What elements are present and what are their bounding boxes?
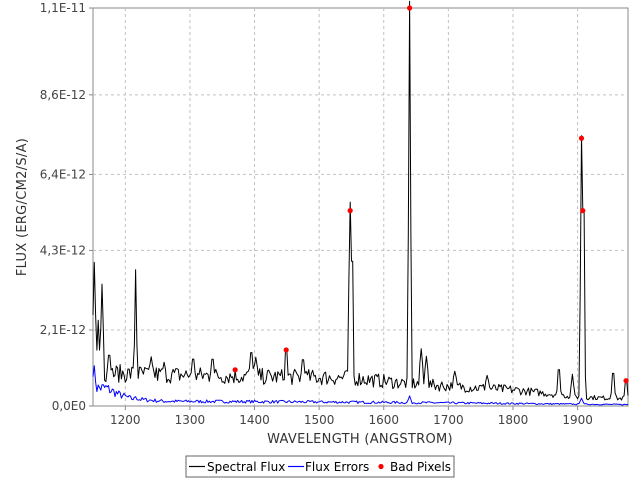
flux-errors-series [92,365,629,406]
legend: Spectral Flux Flux Errors Bad Pixels [185,455,455,478]
bad-pixel-point [623,378,629,384]
x-tick-label: 1700 [433,413,464,427]
y-tick-label: 4,3E-12 [40,243,86,257]
legend-box [185,455,455,478]
plot-area [92,7,629,407]
bad-pixel-point [580,208,586,214]
x-tick-label: 1500 [304,413,335,427]
x-tick-label: 1800 [498,413,529,427]
y-tick-label: 1,1E-11 [40,1,86,15]
bad-pixel-point [347,208,353,214]
legend-label-bad-pixels: Bad Pixels [390,460,451,474]
flux-errors-line [92,365,629,406]
y-tick-label: 8,6E-12 [40,88,86,102]
grid-lines [93,8,628,406]
bad-pixel-point [578,135,585,141]
x-axis-ticks: 1200 1300 1400 1500 1600 1700 1800 1900 [110,406,593,427]
y-tick-label: 2,1E-12 [40,323,86,337]
y-axis-title: FLUX (ERG/CM2/S/A) [15,138,30,276]
y-tick-label: 6,4E-12 [40,167,86,181]
bad-pixels-series [232,5,629,384]
spectral-flux-line [92,0,629,401]
bad-pixel-point [283,347,289,353]
x-axis-title: WAVELENGTH (ANGSTROM) [267,432,453,447]
bad-pixel-point [407,5,413,11]
x-tick-label: 1300 [175,413,206,427]
y-axis-ticks: 0,0E0 2,1E-12 4,3E-12 6,4E-12 8,6E-12 1,1E-11 [40,1,93,413]
x-tick-label: 1200 [110,413,141,427]
legend-label-flux: Spectral Flux [207,460,285,474]
x-tick-label: 1600 [368,413,399,427]
bad-pixel-point [232,367,238,373]
spectral-flux-series [92,0,629,401]
x-tick-label: 1900 [562,413,593,427]
legend-swatch-bad-pixels [378,463,384,470]
x-tick-label: 1400 [239,413,270,427]
y-tick-label: 0,0E0 [52,399,86,413]
legend-label-errors: Flux Errors [305,460,369,474]
